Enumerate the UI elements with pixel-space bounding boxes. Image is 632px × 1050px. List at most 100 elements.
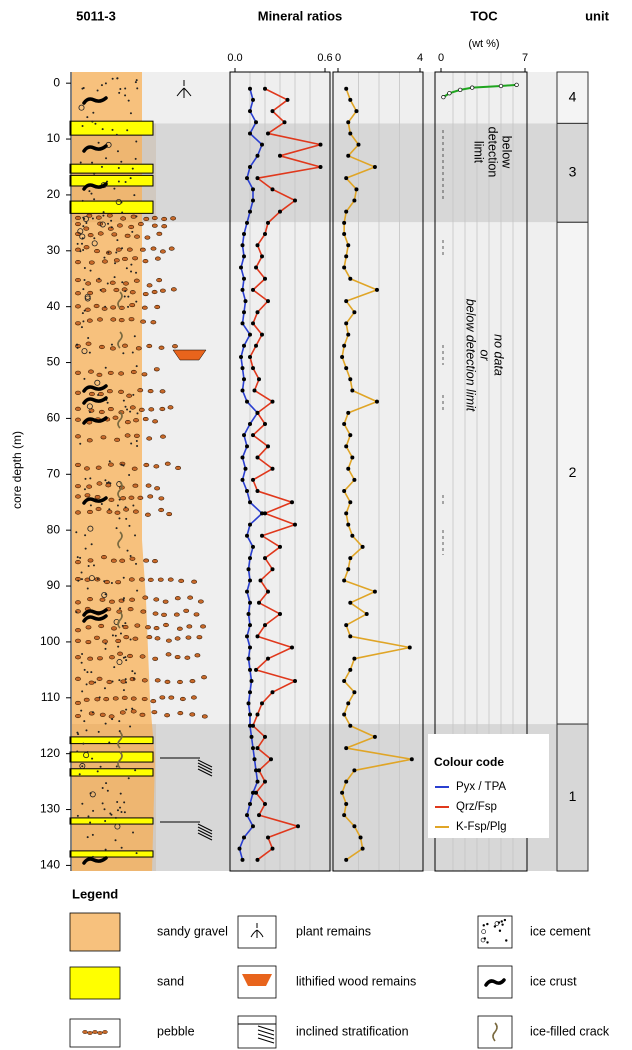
pebble (180, 697, 185, 701)
ice-cement-dot (125, 406, 127, 408)
pebble (174, 613, 179, 617)
ice-cement-dot (118, 679, 120, 681)
y-tick-label: 70 (47, 466, 61, 480)
ice-cement-dot (111, 344, 113, 346)
pebble (104, 580, 109, 584)
pebble (145, 236, 150, 240)
data-point (448, 91, 452, 95)
data-point (346, 467, 350, 471)
pebble (86, 626, 91, 630)
data-point (254, 266, 258, 270)
pebble (89, 392, 94, 396)
data-point (342, 266, 346, 270)
pebble (75, 628, 80, 632)
pebble (152, 559, 157, 563)
pebble (75, 511, 80, 515)
x-tick-label: 0.6 (317, 52, 332, 64)
ice-cement-dot (136, 852, 138, 854)
pebble (75, 655, 80, 659)
ice-cement-dot (115, 839, 117, 841)
ice-cement-dot (94, 123, 96, 125)
pebble (94, 249, 99, 253)
pebble (101, 555, 106, 559)
data-point (239, 266, 243, 270)
y-tick-label: 0 (53, 75, 60, 89)
pebble (175, 466, 180, 470)
pebble (159, 497, 164, 501)
data-point (260, 254, 264, 258)
sand-bed (70, 818, 153, 824)
ice-cement-dot (124, 622, 126, 624)
pebble (139, 408, 144, 412)
ice-cement-dot (120, 633, 122, 635)
annotation-line: or (478, 349, 492, 361)
data-point (247, 612, 251, 616)
data-point (259, 578, 263, 582)
pebble (195, 654, 200, 658)
pebble (167, 512, 172, 516)
ice-cement-dot (109, 460, 111, 462)
ice-cement-dot (117, 809, 119, 811)
data-point (499, 84, 503, 88)
data-point (263, 735, 267, 739)
ice-cement-dot (81, 662, 83, 664)
ice-cement-dot (93, 173, 95, 175)
legend-label: ice-filled crack (530, 1024, 610, 1038)
ice-cement-dot (123, 597, 125, 599)
legend-glyph (501, 921, 503, 923)
ice-cement-dot (77, 580, 79, 582)
pebble (129, 317, 134, 321)
ice-cement-dot (135, 158, 137, 160)
ice-cement-dot (104, 479, 106, 481)
legend-glyph (486, 923, 488, 925)
ice-cement-dot (104, 808, 106, 810)
ice-cement-dot (124, 94, 126, 96)
pebble (98, 232, 103, 236)
data-point (245, 176, 249, 180)
y-tick-label: 80 (47, 522, 61, 536)
pebble (102, 260, 107, 264)
data-point (245, 489, 249, 493)
data-point (373, 165, 377, 169)
pebble (165, 462, 170, 466)
pebble (84, 227, 89, 231)
pebble (97, 482, 102, 486)
data-point (248, 355, 252, 359)
ice-cement-dot (84, 669, 86, 671)
legend-pebble (98, 1031, 103, 1034)
pebble (142, 697, 147, 701)
data-point (244, 299, 248, 303)
pebble (140, 713, 145, 717)
ice-cement-dot (130, 639, 132, 641)
sand-bed (70, 175, 153, 186)
data-point (342, 422, 346, 426)
ice-cement-dot (105, 782, 107, 784)
pebble (160, 250, 165, 254)
pebble (130, 598, 135, 602)
pebble (151, 699, 156, 703)
ice-cement-dot (125, 506, 127, 508)
legend-label: lithified wood remains (296, 974, 416, 988)
ice-cement-dot (82, 312, 84, 314)
data-point (241, 388, 245, 392)
data-point (251, 321, 255, 325)
pebble (145, 625, 150, 629)
ice-cement-dot (135, 563, 137, 565)
pebble (168, 578, 173, 582)
pebble (75, 701, 80, 705)
ice-cement-dot (102, 787, 104, 789)
pebble (169, 247, 174, 251)
data-point (354, 109, 358, 113)
data-point (251, 824, 255, 828)
data-point (245, 813, 249, 817)
pebble (108, 407, 113, 411)
ice-cement-dot (107, 282, 109, 284)
ice-cement-dot (105, 82, 107, 84)
ice-cement-dot (88, 190, 90, 192)
ice-cement-dot (81, 572, 83, 574)
ice-cement-dot (124, 656, 126, 658)
pebble (75, 463, 80, 467)
data-point (266, 835, 270, 839)
data-point (248, 646, 252, 650)
data-point (238, 847, 242, 851)
